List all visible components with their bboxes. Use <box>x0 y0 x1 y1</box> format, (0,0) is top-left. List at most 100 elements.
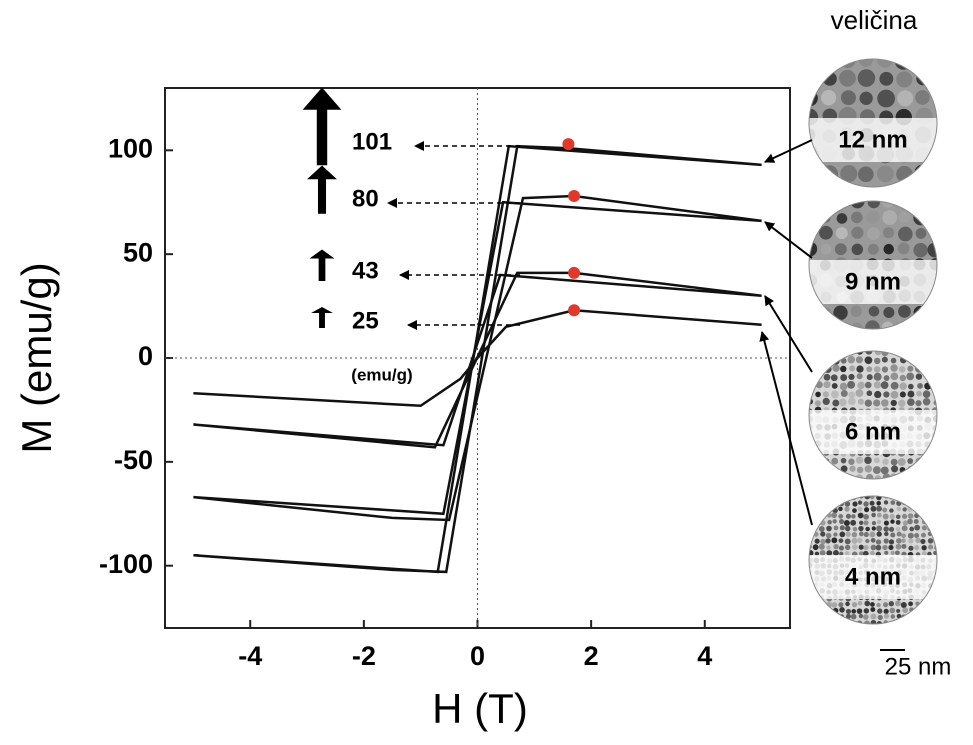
particle <box>820 50 837 67</box>
particle <box>884 538 889 543</box>
particle <box>808 596 814 602</box>
particle <box>928 614 932 618</box>
particle <box>906 373 914 381</box>
particle <box>896 71 912 87</box>
particle <box>908 391 915 398</box>
size-label: 9 nm <box>845 268 901 295</box>
particle <box>864 601 870 607</box>
moment-label: 25 <box>352 307 379 334</box>
particle <box>856 348 863 355</box>
particle <box>931 291 943 303</box>
particle <box>839 70 856 87</box>
particle <box>831 512 837 518</box>
particle <box>890 532 895 537</box>
particle <box>896 527 901 532</box>
particle <box>933 513 938 518</box>
particle <box>896 538 902 544</box>
particle <box>898 458 906 466</box>
particle <box>849 466 855 472</box>
particle <box>815 392 821 398</box>
particle <box>824 365 832 373</box>
particle <box>882 366 888 372</box>
particle <box>848 356 856 364</box>
particle <box>803 72 817 86</box>
particle <box>922 514 926 518</box>
particle <box>908 538 913 543</box>
particle <box>814 602 819 607</box>
particle <box>844 520 850 526</box>
particle <box>903 520 908 525</box>
particle <box>840 366 846 372</box>
size-image <box>802 194 943 335</box>
moment-label: 80 <box>352 185 379 212</box>
particle <box>815 364 822 371</box>
particle <box>807 383 813 389</box>
particle <box>808 527 813 532</box>
particle <box>898 305 911 318</box>
particle <box>881 399 888 406</box>
particle <box>874 391 881 398</box>
particle <box>925 349 932 356</box>
particle <box>921 608 926 613</box>
particle <box>870 607 875 612</box>
particle <box>866 474 873 481</box>
particle <box>897 532 902 537</box>
particle <box>920 614 926 620</box>
particle <box>877 90 895 108</box>
particle <box>807 434 813 440</box>
x-tick-label: 4 <box>697 641 712 671</box>
particle <box>900 391 906 397</box>
particle <box>857 538 862 543</box>
marker <box>562 138 574 150</box>
particle <box>814 514 819 519</box>
particle <box>823 391 829 397</box>
particle <box>858 526 863 531</box>
particle <box>883 526 888 531</box>
particle <box>877 520 881 524</box>
particle <box>891 382 899 390</box>
particle <box>821 196 832 207</box>
particle <box>882 357 888 363</box>
y-tick-label: 0 <box>138 341 153 371</box>
particle <box>902 525 908 531</box>
particle <box>816 350 822 356</box>
particle <box>839 532 845 538</box>
particle <box>888 545 893 550</box>
particle <box>814 507 819 512</box>
particle <box>891 465 898 472</box>
particle <box>896 609 900 613</box>
particle <box>827 507 831 511</box>
particle <box>807 466 814 473</box>
particle <box>915 400 921 406</box>
particle <box>921 545 926 550</box>
particle <box>933 466 940 473</box>
particle <box>844 619 849 624</box>
y-tick-label: -50 <box>114 445 153 475</box>
particle <box>876 526 882 532</box>
particle <box>934 508 938 512</box>
particle <box>934 500 939 505</box>
particle <box>877 165 894 182</box>
particle <box>808 533 813 538</box>
particle <box>864 507 869 512</box>
particle <box>831 475 839 483</box>
particle <box>896 514 901 519</box>
particle <box>934 520 938 524</box>
particle <box>849 365 855 371</box>
particle <box>883 391 889 397</box>
particle <box>890 372 898 380</box>
particle <box>923 357 930 364</box>
particle <box>881 466 889 474</box>
particle <box>808 602 813 607</box>
particle <box>882 210 897 225</box>
particle <box>922 525 927 530</box>
particle <box>915 507 919 511</box>
particle <box>907 519 913 525</box>
particle <box>914 525 920 531</box>
particle <box>852 501 857 506</box>
particle <box>898 242 910 254</box>
particle <box>838 507 842 511</box>
particle <box>909 527 914 532</box>
particle <box>803 52 817 66</box>
particle <box>851 614 857 620</box>
